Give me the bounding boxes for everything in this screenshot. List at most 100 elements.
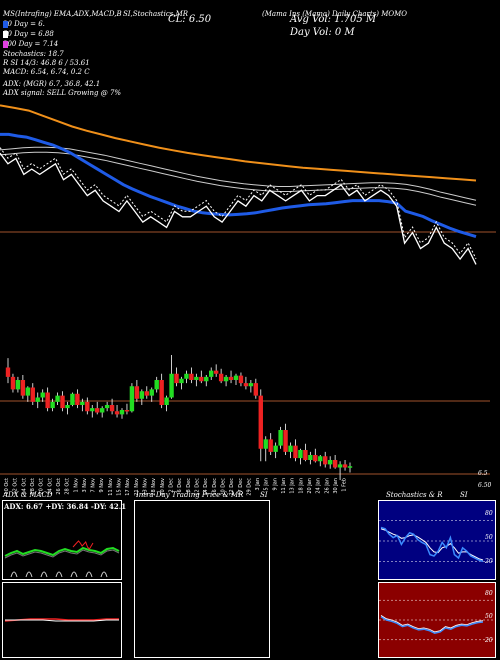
- candle-body: [149, 389, 154, 396]
- ema200-legend: 200 Day = 7.14: [3, 40, 59, 48]
- intraday-si-label: SI: [260, 491, 268, 499]
- stochastics-panel: 80 50 20: [378, 500, 496, 580]
- adx-plot: [4, 540, 120, 578]
- date-tick-label: 12 Oct: [13, 478, 19, 495]
- adx-line: [4, 546, 120, 557]
- date-tick-label: 24 Jan: [316, 478, 322, 494]
- adx-readout: ADX: (MGR) 6.7, 36.8, 42.1: [3, 80, 101, 88]
- date-tick-label: 14 Oct: [21, 478, 27, 495]
- candle-body: [199, 376, 204, 382]
- candle-body: [80, 401, 85, 405]
- price-chart: 10 Oct 12 Oct 14 Oct 18 Oct 20 Oct 24 Oct 26 O…: [0, 104, 496, 496]
- date-tick-label: 20 Jan: [307, 478, 313, 494]
- rsi-avg-line: [380, 615, 484, 633]
- candle-body: [129, 386, 135, 412]
- candle-body: [40, 392, 45, 398]
- macd-plot: [4, 618, 119, 622]
- rsi-panel: 80 50 20: [378, 582, 496, 658]
- candle-body: [243, 383, 249, 387]
- stochastics-readout: Stochastics: 18.7: [3, 50, 64, 58]
- adx-histogram-arc: [55, 571, 63, 578]
- date-tick-label: 3 Nov: [82, 478, 88, 493]
- candle-body: [90, 408, 95, 412]
- date-tick-label: 18 Oct: [30, 478, 36, 495]
- day-volume: Day Vol: 0 M: [290, 27, 355, 38]
- stoch-axis-50: 50: [485, 534, 493, 541]
- stochastics-plot: [379, 520, 495, 563]
- candle-body: [70, 393, 75, 405]
- candle-body: [209, 370, 214, 377]
- candle-body: [164, 397, 169, 405]
- candle-body: [174, 373, 179, 384]
- ema200-line: [0, 104, 477, 182]
- candle-body: [238, 375, 244, 384]
- candle-body: [134, 386, 140, 399]
- adx-minus-di: [72, 540, 94, 550]
- candle-body: [60, 395, 65, 409]
- date-tick-label: 27 Dec: [238, 478, 244, 496]
- date-tick-label: 1 Feb: [342, 478, 348, 492]
- rsi-readout: R SI 14/3: 46.8 6 / 53.61: [3, 59, 90, 67]
- candle-body: [154, 380, 159, 390]
- close-price: CL: 6.50: [168, 14, 212, 25]
- date-tick-label: 30 Nov: [160, 478, 166, 496]
- date-tick-label: 2 Dec: [169, 478, 175, 493]
- candle-body: [169, 373, 174, 398]
- date-tick-label: 13 Jan: [290, 478, 296, 494]
- date-tick-label: 9 Nov: [99, 478, 105, 493]
- candle-body: [119, 410, 125, 415]
- date-tick-label: 30 Jan: [333, 478, 339, 494]
- candle-body: [298, 450, 303, 459]
- candle-body: [99, 408, 105, 413]
- date-tick-label: 23 Nov: [143, 478, 149, 496]
- adx-di-line: [4, 549, 120, 559]
- candle-body: [327, 460, 333, 465]
- rsi-plot: [379, 599, 495, 641]
- stoch-header: SI,Stochastics,MR: [123, 10, 189, 18]
- date-tick-label: 9 Jan: [272, 478, 278, 490]
- candle-body: [228, 376, 234, 380]
- candle-body: [114, 411, 120, 415]
- rsi-axis-50: 50: [485, 613, 493, 620]
- candle-body: [233, 375, 239, 380]
- intraday-panel: [134, 500, 270, 658]
- adx-histogram-arc: [100, 571, 108, 578]
- adx-signal: ADX signal: SELL Growing @ 7%: [3, 89, 122, 97]
- price-close-line: [0, 152, 477, 265]
- candle-body: [144, 391, 149, 396]
- rsi-axis-80: 80: [485, 590, 493, 597]
- date-tick-label: 11 Jan: [281, 478, 287, 494]
- ema20-swatch: [3, 21, 8, 28]
- date-tick-label: 7 Nov: [91, 478, 97, 493]
- ticker-header: MS(Intrafing) EMA,ADX,MACD,B: [3, 10, 122, 18]
- date-tick-label: 11 Nov: [108, 478, 114, 496]
- candle-body: [45, 392, 50, 409]
- date-tick-label: 16 Dec: [212, 478, 218, 496]
- date-tick-label: 29 Dec: [246, 478, 252, 496]
- adx-panel: ADX: 6.67 +DY: 36.84 -DY: 42.1: [2, 500, 126, 580]
- candle-body: [347, 466, 353, 468]
- candle-body: [218, 373, 224, 382]
- candle-body: [124, 410, 130, 412]
- candle-body: [95, 408, 100, 413]
- date-tick-label: 18 Jan: [298, 478, 304, 494]
- candle-body: [20, 380, 26, 396]
- ema50-line-upper: [0, 146, 477, 201]
- date-tick-label: 28 Oct: [65, 478, 71, 495]
- candle-body: [248, 383, 254, 387]
- date-tick-label: 24 Oct: [47, 478, 53, 495]
- candle-body: [273, 445, 278, 452]
- macd-line: [5, 619, 119, 622]
- date-tick-label: 26 Oct: [56, 478, 62, 495]
- stoch-label: Stochastics & R: [386, 491, 443, 499]
- candle-body: [10, 376, 16, 390]
- adx-histogram-arc: [10, 571, 18, 578]
- adx-macd-label: ADX & MACD: [3, 491, 53, 499]
- candle-body: [85, 401, 90, 412]
- date-tick-label: 3 Jan: [255, 478, 261, 490]
- candle-body: [55, 395, 60, 402]
- candle-body: [223, 376, 229, 382]
- candle-body: [308, 455, 313, 460]
- date-tick-label: 6 Dec: [177, 478, 183, 493]
- candle-body: [139, 391, 145, 399]
